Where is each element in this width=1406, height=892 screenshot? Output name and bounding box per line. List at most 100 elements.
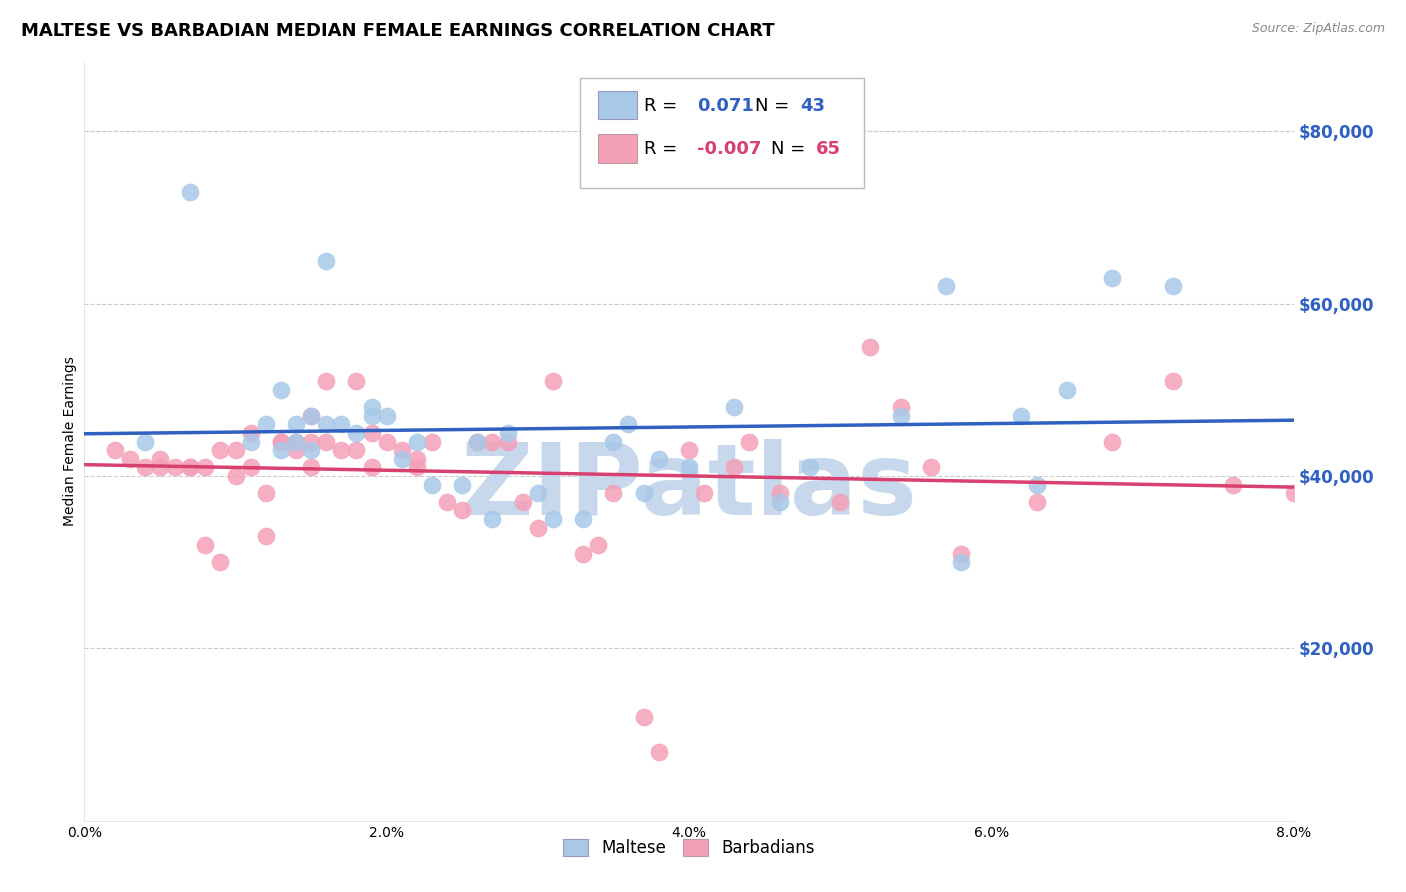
Point [285,434,308,449]
Point [315,434,337,449]
Point [467,434,489,449]
Point [225,443,247,458]
Point [1161,374,1184,388]
Point [118,451,141,466]
Point [602,486,624,500]
Text: N =: N = [755,96,796,115]
Point [678,443,700,458]
Point [375,409,398,423]
Point [315,253,337,268]
Point [134,460,156,475]
Point [254,529,277,543]
Point [315,374,337,388]
Point [270,434,292,449]
Point [572,512,595,526]
Text: 0.071: 0.071 [697,96,754,115]
Point [512,495,534,509]
Point [134,434,156,449]
FancyBboxPatch shape [581,78,865,187]
FancyBboxPatch shape [599,91,637,120]
Point [194,460,217,475]
Point [633,486,655,500]
Point [541,512,564,526]
Text: ZIPatlas: ZIPatlas [461,439,917,535]
Point [481,512,503,526]
Point [239,425,262,440]
Text: -0.007: -0.007 [697,140,762,158]
Point [360,400,382,414]
Point [436,495,458,509]
Text: MALTESE VS BARBADIAN MEDIAN FEMALE EARNINGS CORRELATION CHART: MALTESE VS BARBADIAN MEDIAN FEMALE EARNI… [21,22,775,40]
Point [225,469,247,483]
Point [406,460,429,475]
Point [1161,279,1184,293]
Point [330,417,353,432]
Point [270,443,292,458]
Point [481,434,503,449]
Point [678,460,700,475]
Point [179,460,201,475]
Text: R =: R = [644,96,683,115]
Point [254,417,277,432]
Point [375,434,398,449]
Point [920,460,942,475]
Point [165,460,187,475]
Point [391,451,413,466]
Point [299,434,322,449]
Point [239,460,262,475]
Point [648,451,671,466]
Point [1222,477,1244,491]
Point [1101,434,1123,449]
Point [451,477,474,491]
Point [723,460,745,475]
Text: R =: R = [644,140,683,158]
Point [1056,383,1078,397]
Point [859,340,882,354]
Point [588,538,610,552]
Point [270,383,292,397]
Point [285,417,308,432]
Point [299,460,322,475]
Point [950,555,973,569]
Point [693,486,716,500]
Point [104,443,127,458]
Point [648,745,671,759]
Point [330,443,353,458]
Point [420,434,443,449]
Point [633,710,655,724]
Point [451,503,474,517]
Point [935,279,957,293]
Point [1101,270,1123,285]
Point [890,409,912,423]
Point [346,443,368,458]
Point [769,486,792,500]
Text: 65: 65 [815,140,841,158]
Point [1025,477,1047,491]
Point [299,409,322,423]
Point [149,460,172,475]
Point [299,443,322,458]
Point [496,425,519,440]
Point [1025,495,1047,509]
Point [179,460,201,475]
Point [285,443,308,458]
Point [346,374,368,388]
Point [799,460,821,475]
Point [391,443,413,458]
FancyBboxPatch shape [599,135,637,162]
Point [179,185,201,199]
Point [285,434,308,449]
Point [360,409,382,423]
Point [239,434,262,449]
Text: N =: N = [770,140,811,158]
Point [1011,409,1033,423]
Point [527,486,550,500]
Point [270,434,292,449]
Point [830,495,852,509]
Point [890,400,912,414]
Point [360,460,382,475]
Point [254,486,277,500]
Point [346,425,368,440]
Point [406,434,429,449]
Point [950,547,973,561]
